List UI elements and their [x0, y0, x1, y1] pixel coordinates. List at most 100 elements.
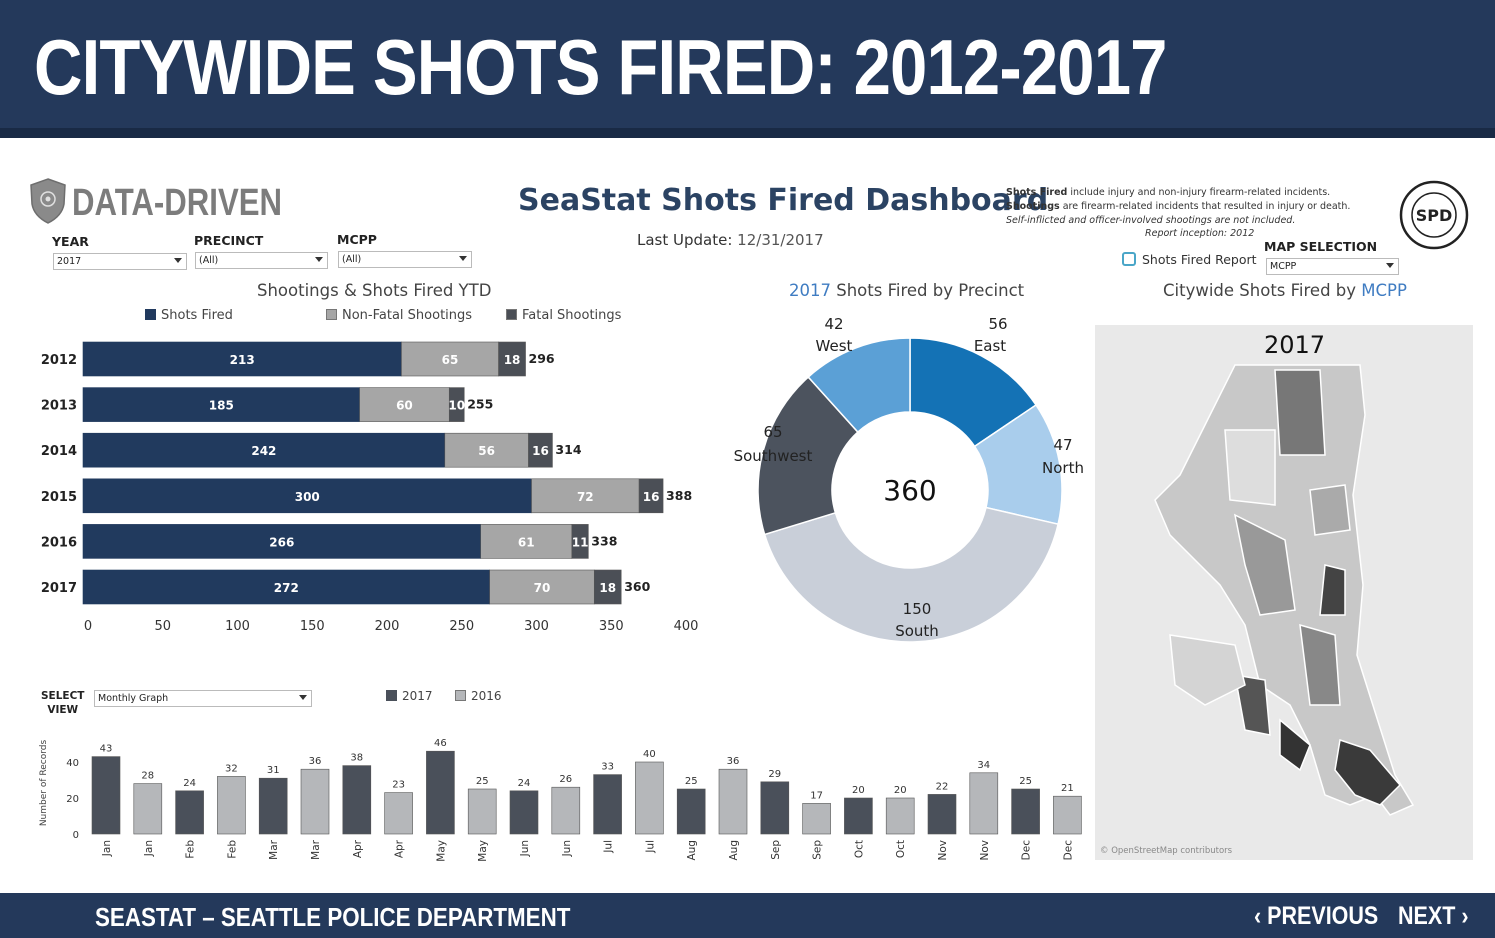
previous-button[interactable]: ‹ PREVIOUS [1254, 902, 1378, 931]
next-button[interactable]: NEXT › [1398, 902, 1468, 931]
x-tick-label: 150 [300, 619, 325, 634]
donut-name-label: South [895, 622, 939, 640]
ytd-bar-segment [82, 387, 360, 422]
donut-value-label: 56 [988, 315, 1007, 333]
x-tick-label: 300 [524, 619, 549, 634]
ytd-bar-segment [448, 387, 465, 422]
chevron-down-icon [1386, 263, 1394, 268]
donut-center-total: 360 [883, 474, 936, 507]
footer-bar: SEASTAT – SEATTLE POLICE DEPARTMENT ‹ PR… [0, 893, 1495, 938]
month-bar [885, 797, 915, 835]
ytd-segment-label: 56 [478, 444, 495, 458]
y-tick-label: 40 [66, 758, 79, 769]
x-tick-label: 350 [599, 619, 624, 634]
month-tick-label: Feb [226, 840, 238, 859]
month-bar-label: 40 [643, 749, 656, 760]
note-shots-fired-term: Shots Fired [1006, 187, 1068, 198]
x-tick-label: 100 [225, 619, 250, 634]
month-bar [760, 781, 790, 835]
ytd-bar-segment [359, 387, 450, 422]
month-bar-label: 36 [727, 756, 740, 767]
chevron-right-icon: › [1455, 902, 1469, 930]
ytd-segment-label: 272 [274, 581, 299, 595]
month-bar-label: 43 [100, 744, 113, 755]
donut-name-label: West [816, 337, 853, 355]
month-bar-label: 46 [434, 738, 447, 749]
ytd-segment-label: 213 [230, 353, 255, 367]
map-selection-select[interactable]: MCPP [1266, 258, 1399, 275]
month-tick-label: Aug [686, 840, 698, 861]
x-tick-label: 200 [375, 619, 400, 634]
legend-swatch [145, 309, 156, 320]
month-tick-label: Apr [352, 839, 364, 858]
next-label: NEXT [1398, 902, 1456, 930]
legend-label: 2016 [471, 689, 502, 703]
x-tick-label: 250 [449, 619, 474, 634]
month-bar [1011, 788, 1040, 835]
year-select[interactable]: 2017 [53, 253, 187, 270]
ytd-segment-label: 65 [442, 353, 459, 367]
dashboard-title: SeaStat Shots Fired Dashboard [518, 183, 1049, 218]
y-axis-label: Number of Records [39, 740, 49, 827]
donut-name-label: Southwest [734, 447, 813, 465]
ytd-bar-segment [82, 341, 402, 377]
note-shootings-def: are firearm-related incidents that resul… [1059, 201, 1351, 212]
note-exclusions: Self-inflicted and officer-involved shoo… [1006, 215, 1296, 226]
month-bar-label: 24 [518, 778, 531, 789]
month-bar [91, 756, 121, 835]
month-tick-label: Jun [561, 840, 573, 857]
ytd-segment-label: 18 [599, 581, 616, 595]
chevron-down-icon [459, 256, 467, 261]
mcpp-select[interactable]: (All) [338, 251, 472, 268]
ytd-total-label: 360 [624, 579, 650, 594]
month-bar [384, 792, 413, 835]
select-view-label-line1: SELECT [41, 690, 85, 702]
y-tick-label: 20 [66, 794, 79, 805]
legend-shots-fired[interactable]: Shots Fired [145, 308, 233, 323]
mcpp-map[interactable] [1095, 325, 1473, 860]
month-bar [593, 774, 622, 835]
ytd-total-label: 338 [591, 533, 617, 548]
month-tick-label: Feb [185, 840, 197, 859]
ytd-total-label: 314 [555, 442, 581, 457]
note-inception: Report inception: 2012 [1145, 228, 1255, 239]
month-tick-label: Jul [644, 840, 656, 854]
month-bar [467, 788, 497, 835]
ytd-bar-segment [571, 524, 589, 559]
legend-label: 2017 [402, 689, 433, 703]
month-tick-label: Mar [268, 839, 280, 859]
month-bar [844, 797, 873, 835]
month-tick-label: Sep [770, 840, 782, 860]
month-tick-label: Dec [1021, 840, 1033, 861]
svg-text:SPD: SPD [1416, 206, 1453, 225]
shots-fired-report-link[interactable]: Shots Fired Report [1122, 252, 1257, 267]
legend-fatal[interactable]: Fatal Shootings [506, 308, 621, 323]
month-bar [258, 777, 288, 835]
legend-2016[interactable]: 2016 [455, 689, 502, 703]
legend-swatch [506, 309, 517, 320]
last-update-value: 12/31/2017 [737, 231, 824, 249]
legend-2017[interactable]: 2017 [386, 689, 433, 703]
month-tick-label: May [435, 840, 447, 862]
precinct-select[interactable]: (All) [195, 252, 328, 269]
ytd-bar-segment [444, 432, 529, 468]
month-bar [635, 761, 664, 835]
ytd-bar-segment [401, 341, 499, 377]
ytd-segment-label: 16 [532, 444, 549, 458]
mcpp-select-value: (All) [342, 254, 362, 265]
map-credit: © OpenStreetMap contributors [1100, 846, 1233, 856]
month-bar-label: 24 [183, 778, 196, 789]
ytd-stacked-bar-chart: 2012 213 65 18 296 2013 185 60 10 255 2014 242 56 16 3… [41, 341, 698, 634]
month-tick-label: Jan [143, 840, 155, 857]
precinct-donut-chart: 56 East 47 North 150 South 65 Southwest 42 West 36… [734, 315, 1084, 643]
spd-certified-seal-icon: SPD [1399, 180, 1469, 250]
report-icon [1122, 252, 1136, 266]
month-tick-label: Aug [728, 840, 740, 861]
month-tick-label: Sep [812, 840, 824, 860]
month-bar-label: 17 [810, 790, 823, 801]
select-view-dropdown[interactable]: Monthly Graph [94, 690, 312, 707]
legend-non-fatal[interactable]: Non-Fatal Shootings [326, 308, 472, 323]
data-driven-logo: DATA-DRIVEN [72, 182, 283, 224]
last-update-label: Last Update: [637, 231, 733, 249]
ytd-total-label: 255 [467, 397, 493, 412]
